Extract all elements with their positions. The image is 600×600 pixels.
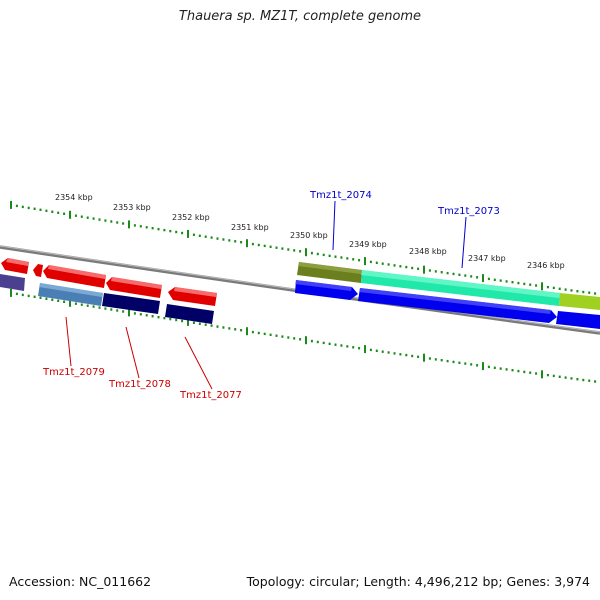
ruler-ticks-top	[10, 200, 597, 295]
cds-feature[interactable]	[33, 264, 43, 277]
kbp-label: 2353 kbp	[113, 203, 151, 212]
kbp-label: 2352 kbp	[172, 213, 210, 222]
accession-text: Accession: NC_011662	[9, 574, 152, 589]
leader-line	[184, 336, 213, 390]
kbp-label: 2346 kbp	[527, 261, 565, 270]
gene-label[interactable]: Tmz1t_2079	[42, 367, 105, 378]
kbp-label: 2354 kbp	[55, 193, 93, 202]
band-shine	[361, 270, 560, 298]
cds-feature[interactable]	[556, 311, 600, 329]
leader-line	[65, 316, 72, 367]
gene-label[interactable]: Tmz1t_2073	[437, 206, 500, 217]
label-leaders	[65, 200, 467, 390]
forward-upper-band	[297, 262, 600, 310]
cds-shine	[295, 280, 352, 291]
genome-title: Thauera sp. MZ1T, complete genome	[178, 9, 422, 24]
cds-feature[interactable]	[0, 274, 25, 291]
kbp-label: 2348 kbp	[409, 247, 447, 256]
gene-label[interactable]: Tmz1t_2078	[108, 379, 171, 390]
gene-label[interactable]: Tmz1t_2077	[179, 390, 242, 401]
ruler-labels: 2354 kbp 2353 kbp 2352 kbp 2351 kbp 2350…	[55, 193, 565, 270]
gene-labels: Tmz1t_2074 Tmz1t_2073 Tmz1t_2079 Tmz1t_2…	[42, 190, 500, 401]
cds-shine	[111, 277, 162, 289]
cds-feature[interactable]	[102, 293, 160, 314]
kbp-label: 2347 kbp	[468, 254, 506, 263]
cds-shine	[359, 288, 551, 314]
leader-line	[461, 216, 467, 269]
gene-label[interactable]: Tmz1t_2074	[309, 190, 372, 201]
lower-left-features	[0, 274, 214, 324]
leader-line	[332, 200, 336, 251]
forward-strand-features	[295, 280, 600, 329]
cds-shine	[39, 283, 103, 297]
cds-shine	[174, 287, 217, 297]
kbp-label: 2349 kbp	[349, 240, 387, 249]
cds-feature[interactable]	[165, 304, 214, 324]
kbp-label: 2350 kbp	[290, 231, 328, 240]
cds-shine	[6, 258, 29, 266]
genome-summary-text: Topology: circular; Length: 4,496,212 bp…	[246, 574, 590, 589]
kbp-label: 2351 kbp	[231, 223, 269, 232]
feature-lime[interactable]	[559, 293, 600, 310]
cds-shine	[48, 265, 106, 279]
reverse-strand-features	[1, 258, 217, 306]
ruler-ticks-bottom	[10, 288, 597, 383]
band-shine	[298, 262, 362, 274]
leader-line	[125, 326, 140, 379]
